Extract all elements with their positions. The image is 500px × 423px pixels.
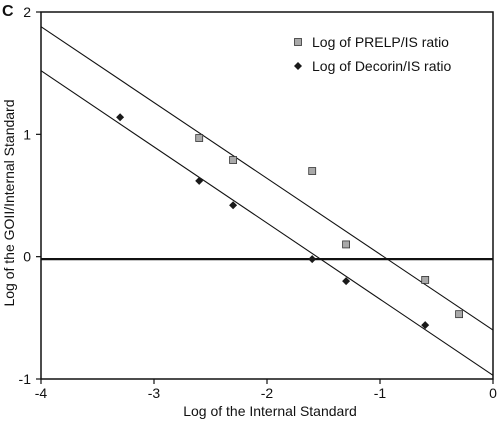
data-points	[116, 113, 464, 330]
y-tick-label: 0	[23, 249, 31, 265]
axes: -4 -3 -2 -1 0 -1 0 1 2	[19, 4, 498, 401]
x-tick-label: -2	[261, 385, 274, 401]
y-tick-label: -1	[19, 371, 32, 387]
decorin-point	[308, 255, 317, 264]
prelp-point	[455, 310, 464, 319]
prelp-point	[308, 167, 317, 175]
decorin-point	[421, 321, 430, 330]
legend-label-prelp: Log of PRELP/IS ratio	[312, 34, 449, 50]
panel-label: C	[2, 3, 14, 20]
trendline-decorin	[40, 70, 494, 376]
y-tick-label: 2	[23, 4, 31, 20]
legend-marker-decorin	[294, 62, 302, 70]
prelp-point	[342, 240, 351, 249]
prelp-point	[195, 134, 204, 142]
trendlines	[40, 26, 494, 376]
legend-marker-prelp	[294, 38, 302, 46]
prelp-point	[229, 156, 238, 164]
x-tick-label: 0	[489, 385, 497, 401]
decorin-point	[195, 176, 204, 185]
y-tick-label: 1	[23, 126, 31, 142]
x-tick-label: -1	[374, 385, 387, 401]
prelp-point	[421, 276, 430, 284]
decorin-point	[342, 277, 351, 286]
x-axis-label: Log of the Internal Standard	[183, 403, 357, 419]
y-axis-label: Log of the GOII/Internal Standard	[1, 99, 17, 306]
legend: Log of PRELP/IS ratio Log of Decorin/IS r…	[294, 34, 452, 74]
x-tick-label: -4	[35, 385, 48, 401]
decorin-point	[116, 113, 125, 122]
x-tick-label: -3	[148, 385, 161, 401]
trendline-prelp	[40, 26, 494, 331]
legend-label-decorin: Log of Decorin/IS ratio	[312, 58, 452, 74]
decorin-point	[229, 201, 238, 210]
